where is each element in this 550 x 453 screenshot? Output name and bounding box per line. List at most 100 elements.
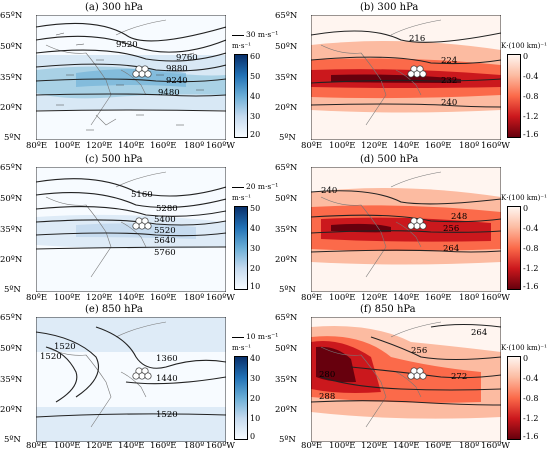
lon-label: 160ºE — [425, 441, 452, 451]
lon-label: 180º — [459, 141, 480, 151]
panel-title: (d) 500 hPa — [360, 154, 419, 165]
lat-label: 65ºN — [0, 313, 23, 323]
contour-label: 264 — [443, 244, 459, 254]
colorbar-tick: -0.4 — [523, 72, 539, 81]
colorbar-tick: -1.6 — [523, 130, 539, 139]
lat-label: 5ºN — [4, 133, 21, 143]
colorbar-tick: 0 — [523, 204, 529, 213]
contour-label: 5280 — [156, 204, 178, 214]
panel-title: (c) 500 hPa — [85, 154, 143, 165]
colorbar-tick: -0.4 — [523, 224, 539, 233]
contour-label: 9880 — [166, 64, 188, 74]
colorbar-tick: -0.8 — [523, 394, 539, 403]
contour-label: 9520 — [116, 40, 138, 50]
lon-label: 160ºW — [481, 441, 510, 451]
map-b: 216 224 232 240 — [311, 15, 501, 140]
colorbar — [507, 356, 521, 440]
lat-label: 20ºN — [275, 103, 298, 113]
lon-label: 120ºE — [86, 293, 113, 303]
contour-label: 1520 — [156, 410, 178, 420]
colorbar-tick: -1.2 — [523, 112, 539, 121]
colorbar-tick: -1.2 — [523, 264, 539, 273]
lat-label: 65ºN — [275, 11, 298, 21]
reference-vector: 20 m·s⁻¹ — [232, 182, 278, 191]
lon-label: 80ºE — [301, 293, 323, 303]
lon-label: 180º — [184, 293, 205, 303]
lon-label: 160ºW — [481, 293, 510, 303]
reference-vector: 10 m·s⁻¹ — [232, 332, 278, 341]
reference-vector: 30 m·s⁻¹ — [232, 30, 278, 39]
colorbar — [507, 206, 521, 290]
lon-label: 120ºE — [86, 441, 113, 451]
lat-label: 35ºN — [275, 375, 298, 385]
lon-label: 140ºE — [118, 141, 145, 151]
contour-label: 240 — [321, 186, 337, 196]
contour-label: 5760 — [154, 248, 176, 258]
lon-label: 120ºE — [361, 293, 388, 303]
lon-label: 160ºW — [206, 141, 235, 151]
lon-label: 120ºE — [86, 141, 113, 151]
contour-label: 9760 — [176, 53, 198, 63]
colorbar-tick: -0.8 — [523, 92, 539, 101]
colorbar-unit: K·(100 km)⁻¹ — [501, 42, 547, 50]
colorbar-tick: 10 — [250, 414, 261, 423]
colorbar-tick: -0.4 — [523, 374, 539, 383]
colorbar — [507, 54, 521, 138]
lat-label: 20ºN — [275, 255, 298, 265]
map-f: 264 256 272 280 288 — [311, 317, 501, 442]
map-e: 1520 1520 1360 1440 1520 — [36, 317, 226, 442]
panel-e: (e) 850 hPa 65ºN 50ºN 35ºN 20ºN 5ºN 1520… — [0, 302, 278, 452]
lat-label: 65ºN — [0, 11, 23, 21]
colorbar-tick: 60 — [250, 52, 261, 61]
lon-label: 100ºE — [54, 441, 81, 451]
contour-label: 5160 — [131, 190, 153, 200]
lon-label: 160ºW — [206, 293, 235, 303]
lat-label: 35ºN — [0, 375, 23, 385]
lon-label: 140ºE — [393, 441, 420, 451]
lat-label: 65ºN — [275, 313, 298, 323]
panel-title: (f) 850 hPa — [360, 304, 416, 315]
lon-label: 180º — [184, 141, 205, 151]
lat-label: 5ºN — [4, 435, 21, 445]
colorbar-unit: m·s⁻¹ — [232, 344, 251, 352]
colorbar-tick: 40 — [250, 92, 261, 101]
panel-title: (a) 300 hPa — [85, 2, 143, 13]
colorbar-tick: 20 — [250, 130, 261, 139]
lat-label: 5ºN — [279, 435, 296, 445]
lat-label: 50ºN — [275, 42, 298, 52]
lon-label: 180º — [184, 441, 205, 451]
lat-label: 20ºN — [0, 405, 23, 415]
lon-label: 160ºE — [150, 141, 177, 151]
lat-label: 35ºN — [0, 73, 23, 83]
lat-label: 20ºN — [0, 103, 23, 113]
colorbar-tick: -0.8 — [523, 244, 539, 253]
lon-label: 160ºW — [206, 441, 235, 451]
contour-label: 240 — [441, 98, 457, 108]
colorbar-tick: -1.6 — [523, 432, 539, 441]
colorbar-unit: K·(100 km)⁻¹ — [501, 344, 547, 352]
contour-label: 280 — [319, 370, 335, 380]
map-c: 5160 5280 5400 5520 5640 5760 — [36, 167, 226, 292]
lon-label: 80ºE — [301, 441, 323, 451]
colorbar-tick: 30 — [250, 244, 261, 253]
lon-label: 160ºE — [150, 293, 177, 303]
lon-label: 180º — [459, 441, 480, 451]
lat-label: 50ºN — [275, 194, 298, 204]
panel-c: (c) 500 hPa 65ºN 50ºN 35ºN 20ºN 5ºN 5160… — [0, 152, 278, 302]
contour-label: 288 — [319, 392, 335, 402]
contour-label: 5520 — [154, 226, 176, 236]
panel-title: (e) 850 hPa — [85, 304, 143, 315]
panel-title: (b) 300 hPa — [360, 2, 419, 13]
panel-a: (a) 300 hPa 65ºN 50ºN 35ºN 20ºN 5ºN — [0, 0, 278, 150]
contour-label: 1520 — [54, 342, 76, 352]
colorbar-tick: -1.2 — [523, 414, 539, 423]
lon-label: 140ºE — [118, 293, 145, 303]
colorbar-tick: 20 — [250, 264, 261, 273]
lat-label: 50ºN — [0, 344, 23, 354]
colorbar-tick: 40 — [250, 224, 261, 233]
contour-label: 5400 — [154, 215, 176, 225]
colorbar-tick: 50 — [250, 72, 261, 81]
contour-label: 1360 — [156, 354, 178, 364]
contour-label: 5640 — [154, 236, 176, 246]
lat-label: 65ºN — [0, 163, 23, 173]
